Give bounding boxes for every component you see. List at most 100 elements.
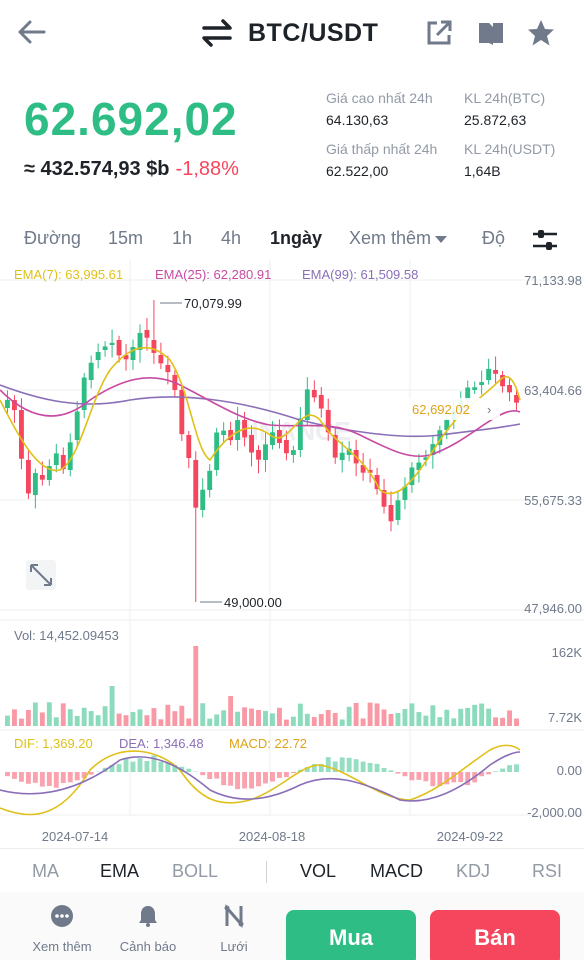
candle-body [207, 470, 213, 490]
tab-boll[interactable]: BOLL [172, 861, 219, 881]
tab-rsi[interactable]: RSI [532, 861, 563, 881]
macd-bar [360, 761, 366, 772]
macd-bar [270, 772, 275, 782]
macd-bar [276, 772, 282, 778]
volume-bar [346, 706, 352, 726]
macd-bar [12, 772, 17, 779]
tab-4h[interactable]: 4h [221, 228, 242, 248]
back-arrow-icon[interactable] [14, 16, 50, 48]
vol-tick-1: 162K [552, 645, 583, 660]
macd-bar [263, 772, 268, 784]
macd-bar [507, 765, 512, 772]
footer-grid[interactable]: Lưới [194, 904, 274, 954]
volume-bar [130, 712, 136, 726]
candle-body [297, 418, 303, 450]
macd-bar [249, 772, 254, 789]
candle-body [95, 352, 101, 360]
tab-kdj[interactable]: KDJ [456, 861, 491, 881]
candle-body [507, 385, 512, 393]
volume-bar [500, 717, 506, 726]
footer-alert[interactable]: Cảnh báo [108, 904, 188, 954]
volume-bar [444, 709, 450, 726]
tab-ma[interactable]: MA [32, 861, 59, 881]
volume-bar [18, 718, 24, 726]
candle-body [137, 332, 143, 350]
footer-grid-label: Lưới [220, 939, 248, 954]
volume-bar [242, 707, 248, 726]
buy-button[interactable]: Mua [286, 910, 416, 960]
candle-body [12, 400, 17, 411]
stat-vol-usdt: KL 24h(USDT) 1,64B [464, 141, 555, 179]
candle-body [186, 435, 192, 458]
pair-selector[interactable]: BTC/USDT [200, 18, 378, 48]
approx-value: ≈ 432.574,93 $b [24, 158, 170, 180]
volume-bar [228, 696, 234, 726]
macd-bar [430, 772, 436, 787]
volume-bar [165, 704, 171, 726]
candle-body [437, 430, 443, 445]
volume-bar [318, 714, 324, 726]
footer: Xem thêm Cảnh báo Lưới Mua Bán [0, 892, 584, 960]
tab-1d[interactable]: 1ngày [270, 228, 323, 248]
candle-body [290, 450, 296, 455]
footer-more[interactable]: Xem thêm [22, 904, 102, 954]
macd-bar [137, 758, 143, 772]
candle-body [200, 489, 206, 510]
volume-bar [179, 705, 185, 726]
tab-depth[interactable]: Độ [482, 228, 506, 248]
tab-more[interactable]: Xem thêm [349, 228, 448, 249]
macd-bar [130, 761, 136, 772]
sell-button[interactable]: Bán [430, 910, 560, 960]
volume-bar [360, 718, 366, 726]
macd-bar [32, 772, 38, 783]
tab-1h[interactable]: 1h [172, 228, 193, 248]
kline-chart[interactable]: BINANCE EMA(7): 63,995.61 EMA(25): 62,28… [0, 260, 584, 844]
macd-bar [465, 772, 471, 786]
volume-bar [116, 713, 122, 726]
grid-bot-icon [224, 904, 244, 928]
macd-bar [235, 772, 241, 790]
candle-body [116, 340, 122, 356]
tab-line[interactable]: Đường [24, 228, 81, 248]
tab-vol[interactable]: VOL [300, 861, 337, 881]
change-percent: -1,88% [175, 158, 239, 180]
candle-body [402, 486, 408, 500]
volume-bar [332, 712, 338, 726]
volume-bar [297, 703, 303, 726]
external-link-icon[interactable] [424, 18, 454, 48]
indicator-bar: MA EMA BOLL VOL MACD KDJ RSI [0, 848, 584, 892]
candle-body [228, 430, 234, 441]
volume-bar [388, 713, 394, 726]
tab-macd[interactable]: MACD [370, 861, 423, 881]
volume-bar [458, 708, 464, 726]
macd-bar [74, 772, 80, 781]
fullscreen-icon[interactable] [26, 560, 56, 590]
candle-body [416, 462, 422, 470]
stat-low: Giá thấp nhất 24h 62.522,00 [326, 141, 437, 179]
last-price-tag[interactable]: 62,692.02 › [408, 398, 500, 420]
star-icon[interactable] [526, 18, 556, 48]
book-icon[interactable] [476, 18, 506, 48]
macd-bar [409, 772, 415, 781]
settings-sliders-icon[interactable] [530, 226, 560, 254]
volume-bar [451, 718, 457, 726]
volume-bar [402, 709, 408, 726]
stat-vol-btc: KL 24h(BTC) 25.872,63 [464, 90, 545, 128]
candle-body [311, 390, 317, 398]
volume-bar [374, 703, 380, 726]
macd-bar [514, 764, 519, 772]
macd-bar [367, 762, 373, 772]
macd-bar [186, 768, 192, 772]
volume-bars [5, 646, 519, 726]
candle-body [18, 410, 24, 459]
high-marker: 70,079.99 [184, 296, 242, 311]
volume-bar [32, 702, 38, 726]
tab-ema[interactable]: EMA [100, 861, 140, 881]
volume-bar [186, 718, 192, 726]
macd-bar [144, 761, 150, 772]
volume-bar [465, 707, 471, 726]
volume-bar [235, 711, 241, 726]
tab-15m[interactable]: 15m [108, 228, 144, 248]
volume-bar [95, 715, 101, 726]
date-tick-1: 2024-07-14 [42, 829, 109, 844]
